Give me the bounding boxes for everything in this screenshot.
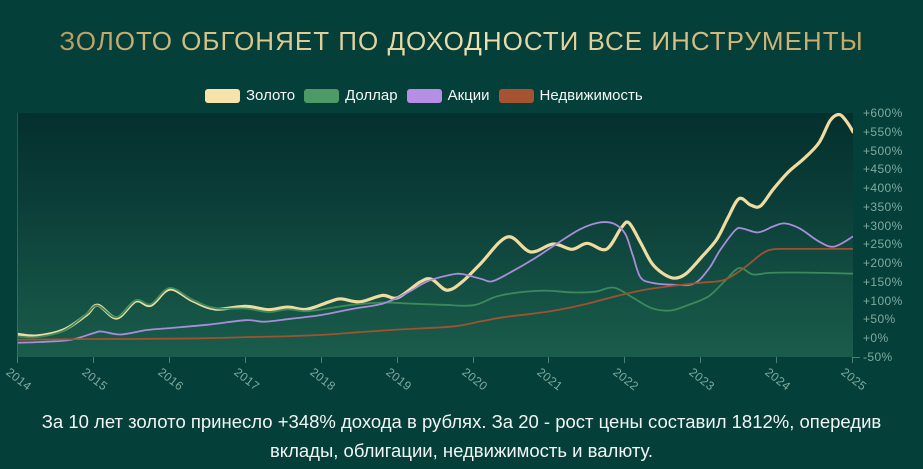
x-axis-label-2015: 2015 <box>79 365 111 394</box>
legend-item-3[interactable]: Акции <box>406 87 490 104</box>
x-axis-tick <box>548 357 550 363</box>
legend-label: Недвижимость <box>539 87 643 104</box>
legend-label: Золото <box>246 87 296 104</box>
y-axis-label: +450% <box>863 162 903 177</box>
legend-swatch <box>205 88 240 103</box>
legend-item-1[interactable]: Золото <box>205 87 295 104</box>
footnote-text: За 10 лет золото принесло +348% дохода в… <box>41 411 882 461</box>
x-axis-tick <box>852 357 853 363</box>
x-axis-label-2021: 2021 <box>534 365 566 394</box>
x-axis-label-2014: 2014 <box>3 365 35 394</box>
y-axis-label: +0% <box>863 331 889 346</box>
x-axis-tick <box>396 357 398 363</box>
x-axis-label-2022: 2022 <box>610 365 642 394</box>
chart-title: ЗОЛОТО ОБГОНЯЕТ ПО ДОХОДНОСТИ ВСЕ ИНСТРУ… <box>0 26 923 57</box>
x-axis-tick <box>624 357 626 363</box>
legend-swatch <box>498 88 534 103</box>
x-axis-tick <box>700 357 702 363</box>
x-axis-label-2025: 2025 <box>838 365 870 394</box>
chart-plot-area <box>17 113 853 357</box>
y-axis-label: +500% <box>863 143 903 158</box>
y-axis-label: +300% <box>863 218 903 233</box>
y-axis-label: +100% <box>863 293 903 308</box>
chart-canvas <box>18 113 853 344</box>
y-axis-label: +200% <box>863 256 903 271</box>
x-axis-tick <box>244 357 246 363</box>
x-axis-label-2016: 2016 <box>155 365 187 394</box>
x-axis-label-2018: 2018 <box>306 365 338 394</box>
legend-item-2[interactable]: Доллар <box>304 87 398 104</box>
y-axis-label: +50% <box>863 312 896 327</box>
x-axis-tick <box>17 357 18 363</box>
y-axis-label: +250% <box>863 237 903 252</box>
x-axis-tick <box>320 357 322 363</box>
y-axis-label: +400% <box>863 181 903 196</box>
x-axis-tick <box>168 357 170 363</box>
series-line-Акции <box>18 221 853 344</box>
legend-label: Акции <box>447 87 490 104</box>
footnote: За 10 лет золото принесло +348% дохода в… <box>0 407 923 465</box>
y-axis-label: -50% <box>863 350 893 364</box>
x-axis-label-2023: 2023 <box>686 365 718 394</box>
x-axis-label-2017: 2017 <box>231 365 262 394</box>
legend-label: Доллар <box>345 87 398 104</box>
y-axis-label: +350% <box>863 199 903 214</box>
legend-swatch <box>304 88 340 103</box>
x-axis-tick <box>92 357 94 363</box>
x-axis-label-2020: 2020 <box>458 365 490 394</box>
legend: Золото Доллар Акции Недвижимость <box>205 87 643 104</box>
series-line-Доллар <box>18 266 853 339</box>
x-axis-label-2024: 2024 <box>762 365 794 394</box>
x-axis-label-2019: 2019 <box>382 365 414 394</box>
y-axis-label: +550% <box>863 124 903 139</box>
x-axis-tick <box>776 357 778 363</box>
y-axis-corner-tick <box>853 357 860 358</box>
series-line-Недвижимость <box>18 247 853 341</box>
legend-swatch <box>406 88 442 103</box>
legend-item-4[interactable]: Недвижимость <box>498 87 643 104</box>
x-axis-tick <box>472 357 474 363</box>
y-axis-label: +150% <box>863 274 903 289</box>
y-axis-label: +600% <box>863 106 903 120</box>
